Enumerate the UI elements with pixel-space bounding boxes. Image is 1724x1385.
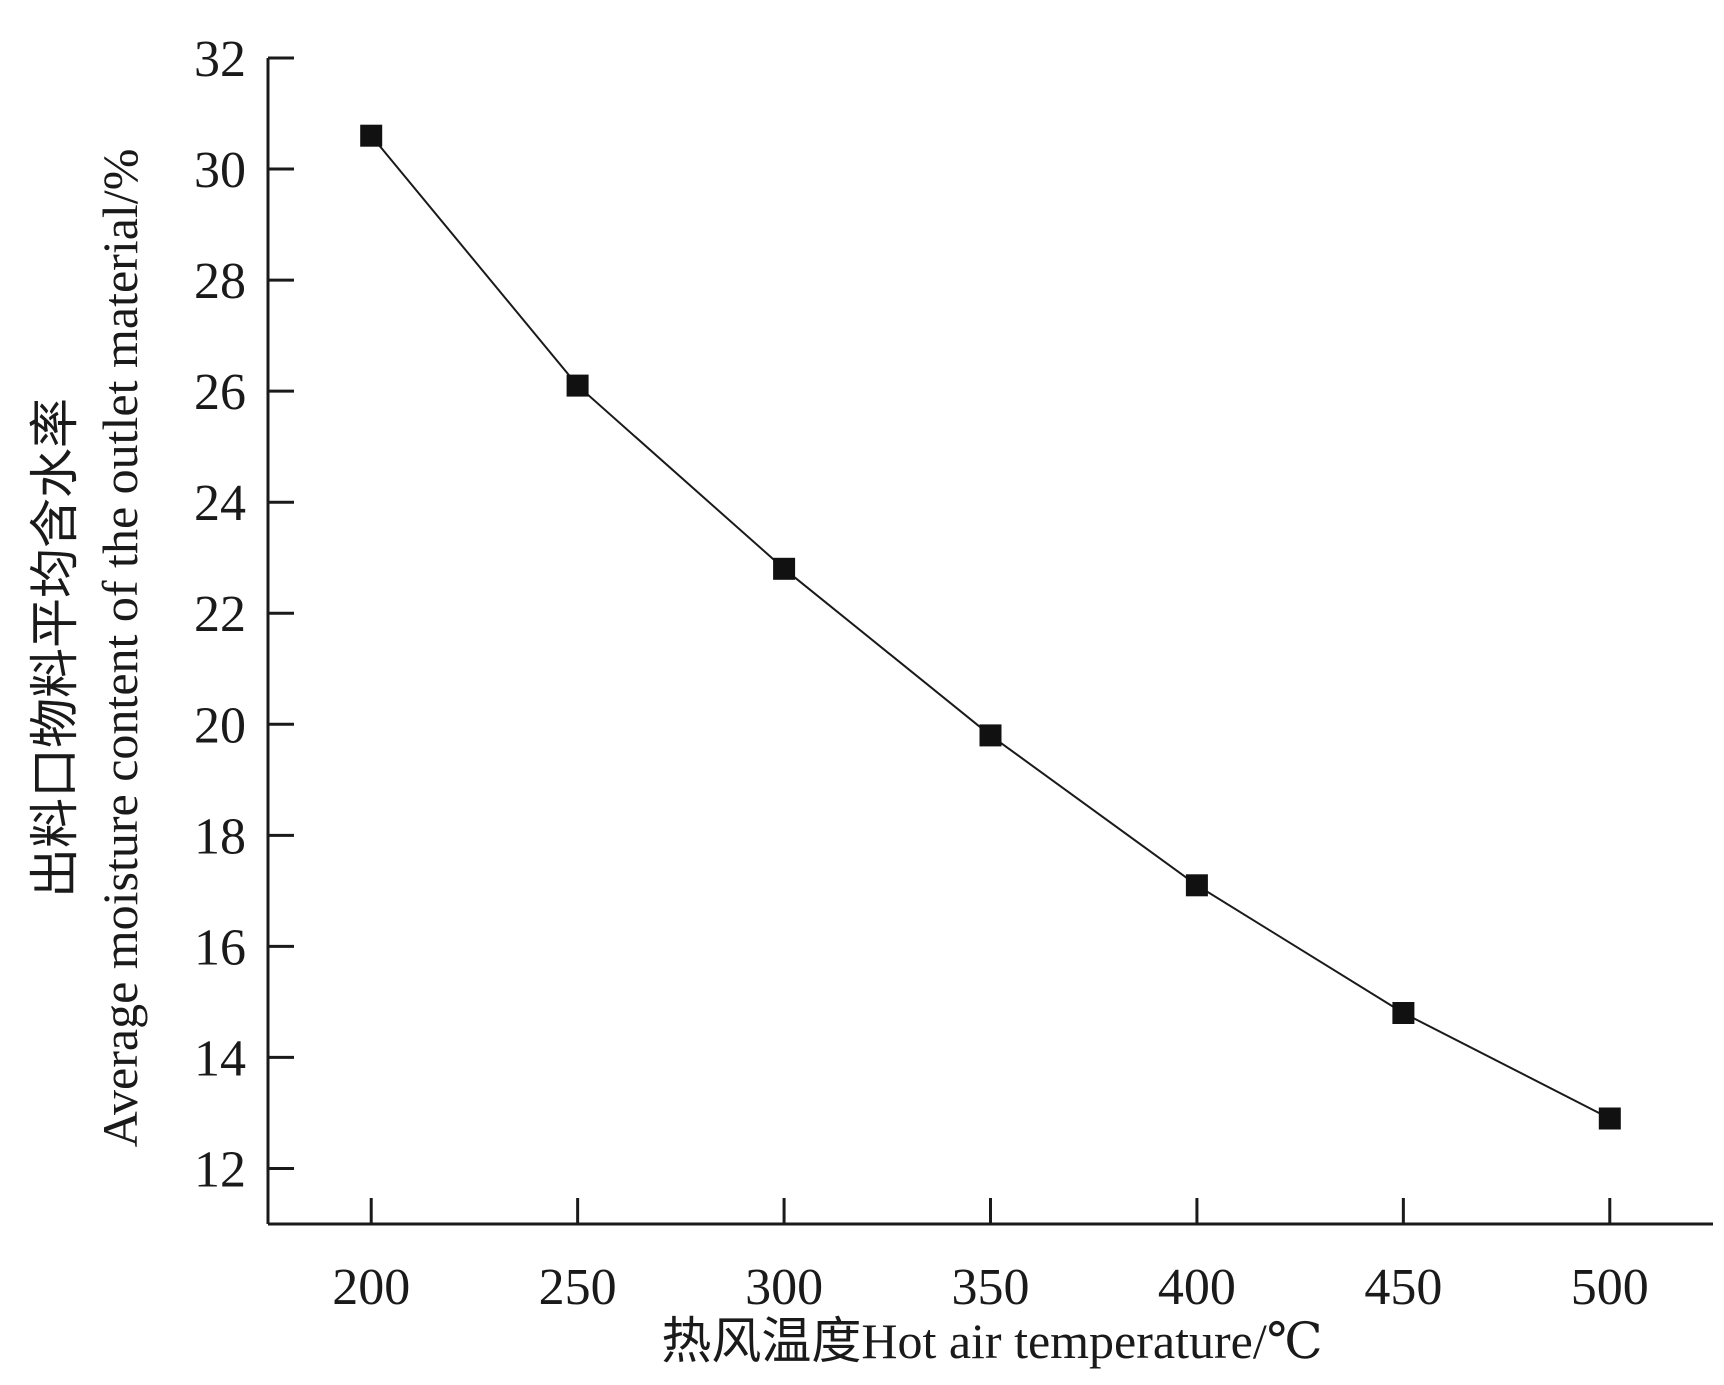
data-point-marker [773, 557, 796, 580]
y-axis-title-chinese: 出料口物料平均含水率 [27, 398, 83, 898]
y-tick-label: 16 [194, 919, 246, 976]
x-tick-label: 400 [1158, 1259, 1236, 1316]
axis-titles: 热风温度Hot air temperature/℃ 出料口物料平均含水率 Ave… [27, 149, 1323, 1369]
y-tick-label: 22 [194, 586, 246, 643]
x-tick-label: 350 [952, 1259, 1030, 1316]
x-axis-title: 热风温度Hot air temperature/℃ [661, 1313, 1322, 1369]
x-tick-label: 450 [1364, 1259, 1442, 1316]
axes: 12 14 16 18 20 22 24 26 28 30 32 200 250 300 350 400 450… [194, 31, 1713, 1316]
y-tick-label: 18 [194, 808, 246, 865]
y-tick-label: 12 [194, 1141, 246, 1198]
series-line [370, 135, 1611, 1120]
data-point-marker [1392, 1002, 1415, 1024]
y-tick-label: 32 [194, 31, 246, 88]
y-axis-title-english: Average moisture content of the outlet m… [92, 149, 148, 1148]
data-point-marker [1598, 1107, 1621, 1130]
plot-area [360, 124, 1621, 1130]
y-tick-label: 28 [194, 253, 246, 310]
data-point-marker [360, 124, 383, 147]
data-point-marker [979, 724, 1002, 747]
data-point-marker [1185, 874, 1208, 897]
y-tick-label: 20 [194, 697, 246, 754]
x-tick-label: 250 [539, 1259, 617, 1316]
y-tick-label: 24 [194, 475, 246, 532]
y-tick-label: 14 [194, 1030, 246, 1087]
x-tick-label: 300 [745, 1259, 823, 1316]
x-tick-label: 200 [332, 1259, 410, 1316]
y-tick-label: 30 [194, 142, 246, 199]
data-point-marker [566, 374, 589, 397]
y-tick-label: 26 [194, 364, 246, 421]
x-tick-label: 500 [1571, 1259, 1649, 1316]
